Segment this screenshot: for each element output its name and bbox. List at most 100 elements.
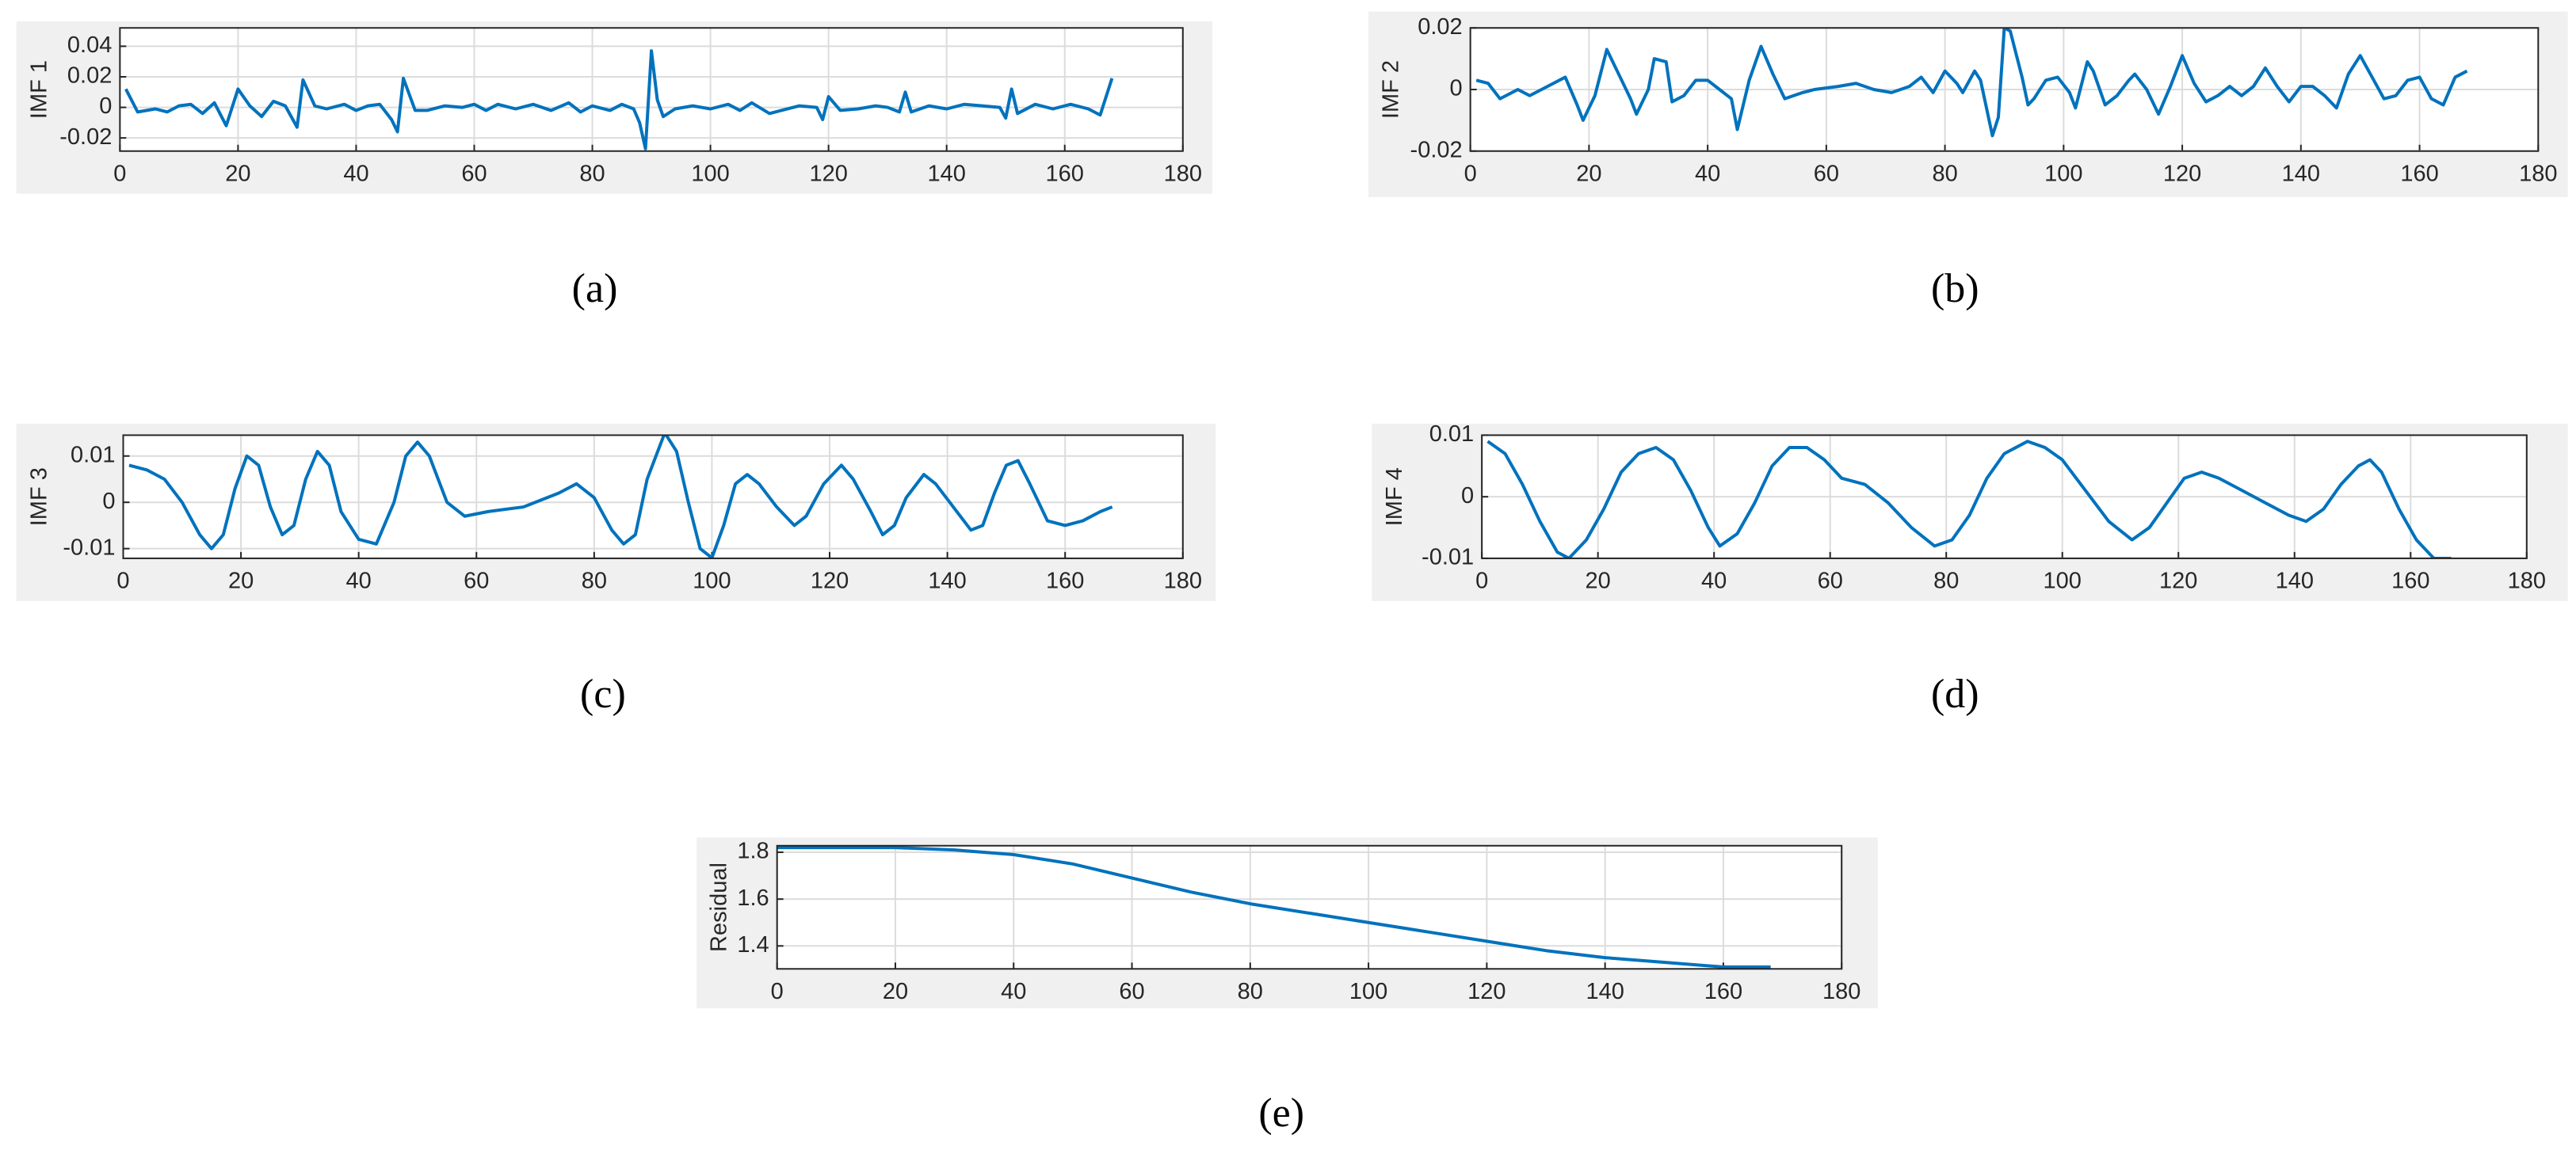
x-tick-label: 160 — [2400, 161, 2438, 186]
x-tick-label: 160 — [2391, 569, 2429, 594]
x-tick-label: 100 — [693, 569, 731, 594]
x-tick-label: 20 — [883, 979, 908, 1004]
axes-area — [120, 28, 1183, 151]
subplot: 0 20 40 60 80 100 120 140 160 180-0.0200.020.04IM… — [16, 21, 1213, 311]
data-line — [1475, 28, 2468, 138]
axes-border — [122, 434, 1184, 559]
x-tick-label: 120 — [2163, 161, 2201, 186]
x-tick-label: 0 — [113, 161, 126, 186]
caption-letter: d — [1944, 672, 1965, 717]
x-tick-label: 140 — [928, 569, 966, 594]
x-tick-label: 60 — [1119, 979, 1144, 1004]
x-tick-label: 0 — [1464, 161, 1477, 186]
axes-border — [1469, 27, 2540, 152]
x-tick-label: 20 — [228, 569, 254, 594]
x-tick-label: 60 — [464, 569, 489, 594]
x-tick-label: 100 — [2044, 569, 2082, 594]
x-tick-label: 120 — [811, 569, 849, 594]
x-tick-label: 120 — [809, 161, 847, 186]
caption: (b) — [1931, 266, 1979, 311]
x-tick-label: 160 — [1046, 569, 1084, 594]
caption: (d) — [1931, 672, 1979, 717]
caption-letter: b — [1944, 266, 1965, 311]
caption-letter: c — [593, 672, 612, 717]
x-tick-label: 80 — [582, 569, 607, 594]
x-tick-label: 0 — [1475, 569, 1488, 594]
y-tick-label: 1.8 — [737, 839, 769, 864]
y-tick-label: 0.02 — [1418, 14, 1462, 40]
axes-area — [123, 435, 1183, 558]
y-axis-label: IMF 3 — [26, 467, 52, 526]
x-tick-label: 120 — [2159, 569, 2197, 594]
x-tick-label: 180 — [1164, 161, 1202, 186]
y-tick-label: 0.04 — [67, 32, 112, 58]
x-tick-label: 20 — [1576, 161, 1601, 186]
x-tick-label: 60 — [461, 161, 487, 186]
y-tick-label: -0.02 — [59, 124, 112, 150]
y-tick-label: -0.01 — [63, 535, 115, 560]
axes-border — [776, 844, 1843, 970]
axes-border — [119, 27, 1184, 152]
y-tick-label: 0 — [1461, 483, 1474, 508]
caption: (e) — [1258, 1091, 1304, 1136]
axes-border — [1481, 434, 2528, 559]
x-tick-label: 140 — [2276, 569, 2314, 594]
caption-letter: e — [1273, 1091, 1291, 1136]
x-tick-label: 40 — [1695, 161, 1720, 186]
x-tick-label: 180 — [1164, 569, 1202, 594]
axes-area — [777, 845, 1842, 969]
y-axis-label: IMF 4 — [1382, 467, 1407, 526]
y-axis-label: Residual — [707, 863, 732, 952]
data-line — [128, 435, 1113, 558]
data-line — [1486, 440, 2452, 558]
x-tick-label: 160 — [1704, 979, 1742, 1004]
x-tick-label: 80 — [1238, 979, 1263, 1004]
y-tick-label: 0 — [102, 489, 115, 514]
y-tick-label: 1.4 — [737, 932, 769, 958]
x-tick-label: 80 — [1932, 161, 1957, 186]
x-tick-label: 40 — [346, 569, 372, 594]
y-tick-label: -0.01 — [1422, 545, 1474, 570]
data-line — [124, 49, 1114, 150]
caption-letter: a — [586, 266, 604, 311]
x-tick-label: 180 — [2508, 569, 2546, 594]
y-tick-label: 0.02 — [67, 63, 112, 89]
x-tick-label: 120 — [1467, 979, 1506, 1004]
x-tick-label: 100 — [691, 161, 729, 186]
x-tick-label: 140 — [1586, 979, 1624, 1004]
x-tick-label: 140 — [928, 161, 966, 186]
x-tick-label: 60 — [1818, 569, 1843, 594]
x-tick-label: 40 — [1001, 979, 1026, 1004]
y-tick-label: 1.6 — [737, 885, 769, 911]
x-tick-label: 40 — [1701, 569, 1727, 594]
y-tick-label: 0 — [1450, 76, 1463, 101]
y-tick-label: 0.01 — [71, 442, 115, 467]
x-tick-label: 0 — [771, 979, 784, 1004]
y-tick-label: -0.02 — [1410, 137, 1463, 162]
x-tick-label: 140 — [2282, 161, 2320, 186]
x-tick-label: 20 — [225, 161, 250, 186]
x-tick-label: 180 — [1822, 979, 1860, 1004]
x-tick-label: 100 — [1349, 979, 1387, 1004]
y-tick-label: 0 — [99, 93, 112, 119]
caption: (a) — [572, 266, 618, 311]
x-tick-label: 40 — [343, 161, 368, 186]
x-tick-label: 0 — [116, 569, 129, 594]
y-axis-label: IMF 1 — [26, 60, 52, 119]
x-tick-label: 100 — [2044, 161, 2082, 186]
subplot: 0 20 40 60 80 100 120 140 160 180 1.4 1.6 1.8Residua… — [696, 837, 1878, 1136]
y-tick-label: 0.01 — [1429, 421, 1474, 447]
x-tick-label: 60 — [1814, 161, 1839, 186]
x-tick-label: 160 — [1046, 161, 1084, 186]
x-tick-label: 20 — [1586, 569, 1611, 594]
x-tick-label: 80 — [1933, 569, 1959, 594]
caption: (c) — [580, 672, 626, 717]
x-tick-label: 180 — [2519, 161, 2557, 186]
x-tick-label: 80 — [579, 161, 605, 186]
data-line — [777, 846, 1771, 969]
